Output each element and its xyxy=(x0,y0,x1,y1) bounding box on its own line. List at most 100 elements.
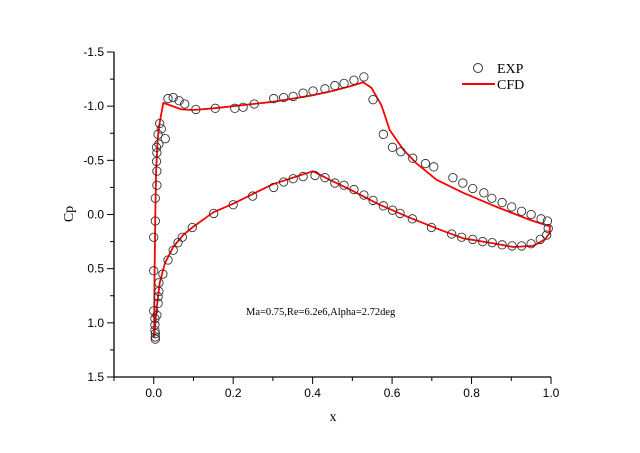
exp-point xyxy=(308,86,318,96)
exp-point xyxy=(359,190,369,200)
exp-point xyxy=(163,93,173,104)
exp-point xyxy=(249,99,259,109)
legend-exp-marker xyxy=(473,63,483,73)
exp-point xyxy=(153,292,163,302)
condition-annotation: Ma=0.75,Re=6.2e6,Alpha=2.72deg xyxy=(246,307,396,318)
exp-point xyxy=(420,158,431,169)
exp-point xyxy=(468,183,478,194)
exp-point xyxy=(378,129,389,139)
y-tick-label: 1.0 xyxy=(87,316,104,330)
exp-point xyxy=(152,180,162,190)
exp-point xyxy=(278,177,289,187)
exp-point xyxy=(155,118,165,129)
exp-point xyxy=(158,269,168,279)
exp-point xyxy=(368,95,378,105)
exp-point xyxy=(150,334,160,344)
exp-point xyxy=(269,93,279,104)
y-tick-label: 0.5 xyxy=(87,262,104,276)
exp-point xyxy=(497,197,507,208)
exp-point xyxy=(330,80,340,91)
exp-point xyxy=(339,180,349,190)
y-tick-label: 1.5 xyxy=(87,370,104,384)
exp-point xyxy=(426,222,437,233)
exp-point xyxy=(278,92,289,103)
exp-point xyxy=(320,173,330,183)
exp-point xyxy=(468,234,478,245)
exp-point xyxy=(152,310,162,320)
exp-point xyxy=(154,139,164,149)
exp-point xyxy=(163,255,173,265)
exp-point xyxy=(447,229,457,239)
exp-point xyxy=(542,216,553,226)
exp-point xyxy=(395,208,405,219)
exp-point xyxy=(149,266,159,276)
y-tick-label: -1.5 xyxy=(83,45,104,59)
y-tick-label: -0.5 xyxy=(83,153,104,167)
exp-point xyxy=(456,232,467,242)
exp-point xyxy=(349,75,359,85)
exp-point xyxy=(288,91,298,102)
x-tick-label: 0.2 xyxy=(225,386,242,400)
exp-point xyxy=(288,174,298,184)
exp-point xyxy=(479,188,489,198)
y-tick-label: 0.0 xyxy=(87,208,104,222)
exp-point xyxy=(543,223,553,234)
cfd-line xyxy=(153,81,551,339)
exp-point xyxy=(407,214,418,224)
exp-point xyxy=(150,332,160,342)
exp-point xyxy=(387,142,398,152)
exp-point xyxy=(151,156,162,167)
exp-point xyxy=(150,329,160,339)
legend-cfd-label: CFD xyxy=(497,78,524,93)
exp-point xyxy=(349,184,359,195)
exp-point xyxy=(429,162,439,172)
exp-point xyxy=(396,147,406,157)
exp-point xyxy=(151,142,162,152)
exp-point xyxy=(487,193,497,203)
exp-point xyxy=(191,104,201,115)
exp-point xyxy=(408,153,418,163)
exp-point xyxy=(168,92,178,103)
exp-point xyxy=(152,166,162,176)
exp-point xyxy=(478,236,488,247)
exp-point xyxy=(209,208,219,219)
exp-point xyxy=(210,103,220,113)
y-tick-label: -1.0 xyxy=(83,99,104,113)
plot-marks xyxy=(149,72,553,344)
exp-point xyxy=(298,171,308,182)
exp-point xyxy=(150,216,160,226)
x-tick-label: 0.0 xyxy=(145,386,162,400)
exp-point xyxy=(168,245,178,255)
exp-point xyxy=(535,234,545,245)
exp-point xyxy=(507,241,517,251)
x-tick-label: 0.8 xyxy=(463,386,480,400)
exp-point xyxy=(174,96,184,106)
exp-point xyxy=(177,232,187,242)
exp-point xyxy=(378,201,389,211)
exp-point xyxy=(536,214,546,224)
exp-point xyxy=(516,241,527,251)
y-axis-label: Cp xyxy=(62,206,77,222)
exp-point xyxy=(526,209,536,220)
exp-point xyxy=(269,182,279,193)
exp-point xyxy=(359,72,369,82)
exp-point xyxy=(320,84,330,94)
exp-point xyxy=(487,238,497,248)
exp-point xyxy=(516,206,527,216)
exp-point xyxy=(150,193,160,203)
exp-point xyxy=(448,173,458,183)
exp-point xyxy=(368,195,378,206)
legend-exp-label: EXP xyxy=(497,62,524,77)
exp-point xyxy=(154,278,164,288)
exp-point xyxy=(153,129,163,139)
exp-point xyxy=(156,124,166,134)
axes: 0.0 0.2 0.4 0.6 0.8 1.0 -1.5 -1.0 -0.5 0.0 0.5 1.0 1… xyxy=(83,45,559,400)
exp-point xyxy=(497,240,507,250)
exp-point xyxy=(180,99,190,109)
exp-point xyxy=(458,178,468,188)
exp-point xyxy=(187,222,197,233)
legend: EXP CFD xyxy=(462,62,524,93)
exp-point xyxy=(507,202,517,212)
x-tick-label: 1.0 xyxy=(543,386,560,400)
